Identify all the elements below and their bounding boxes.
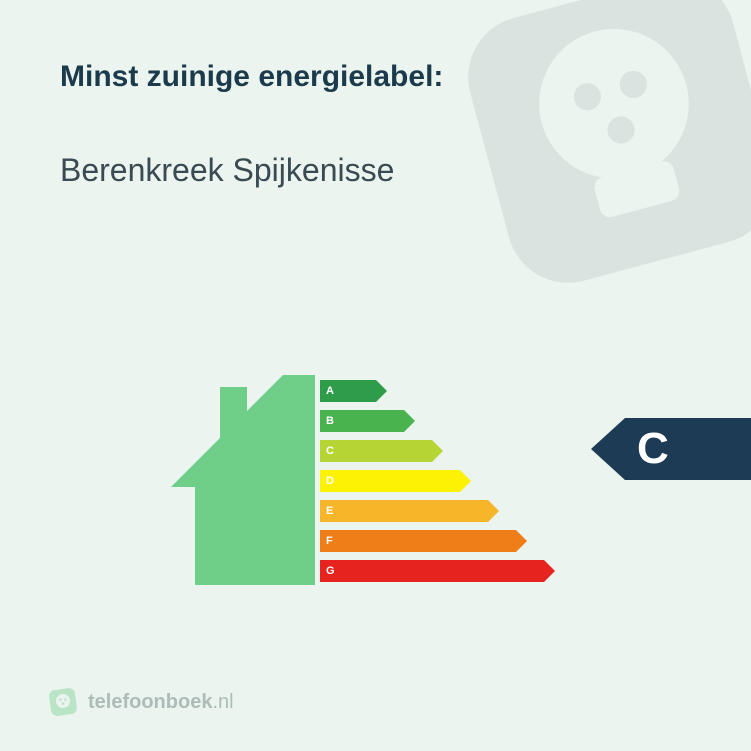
selected-label-letter: C <box>637 424 669 474</box>
footer-brand: telefoonboek.nl <box>48 687 234 717</box>
energy-bar-g: G <box>320 558 544 584</box>
energy-bar-label: G <box>326 565 335 577</box>
footer-brand-bold: telefoonboek <box>88 691 212 713</box>
energy-bars: A B C D E F G <box>320 378 544 588</box>
page-title: Minst zuinige energielabel: <box>60 60 701 94</box>
energy-bar-label: A <box>326 385 334 397</box>
energy-label-chart: A B C D E F G C <box>165 350 751 610</box>
energy-bar-label: C <box>326 445 334 457</box>
energy-bar-c: C <box>320 438 544 464</box>
footer-logo-icon <box>48 687 78 717</box>
energy-bar-label: E <box>326 505 333 517</box>
location-name: Berenkreek Spijkenisse <box>60 152 701 189</box>
house-icon <box>165 375 315 585</box>
energy-bar-e: E <box>320 498 544 524</box>
energy-bar-d: D <box>320 468 544 494</box>
selected-label-pointer: C <box>591 418 751 480</box>
energy-bar-label: B <box>326 415 334 427</box>
energy-bar-label: F <box>326 535 333 547</box>
footer-brand-light: .nl <box>212 691 233 713</box>
energy-bar-f: F <box>320 528 544 554</box>
energy-bar-label: D <box>326 475 334 487</box>
energy-bar-b: B <box>320 408 544 434</box>
footer-brand-text: telefoonboek.nl <box>88 691 234 714</box>
energy-bar-a: A <box>320 378 544 404</box>
